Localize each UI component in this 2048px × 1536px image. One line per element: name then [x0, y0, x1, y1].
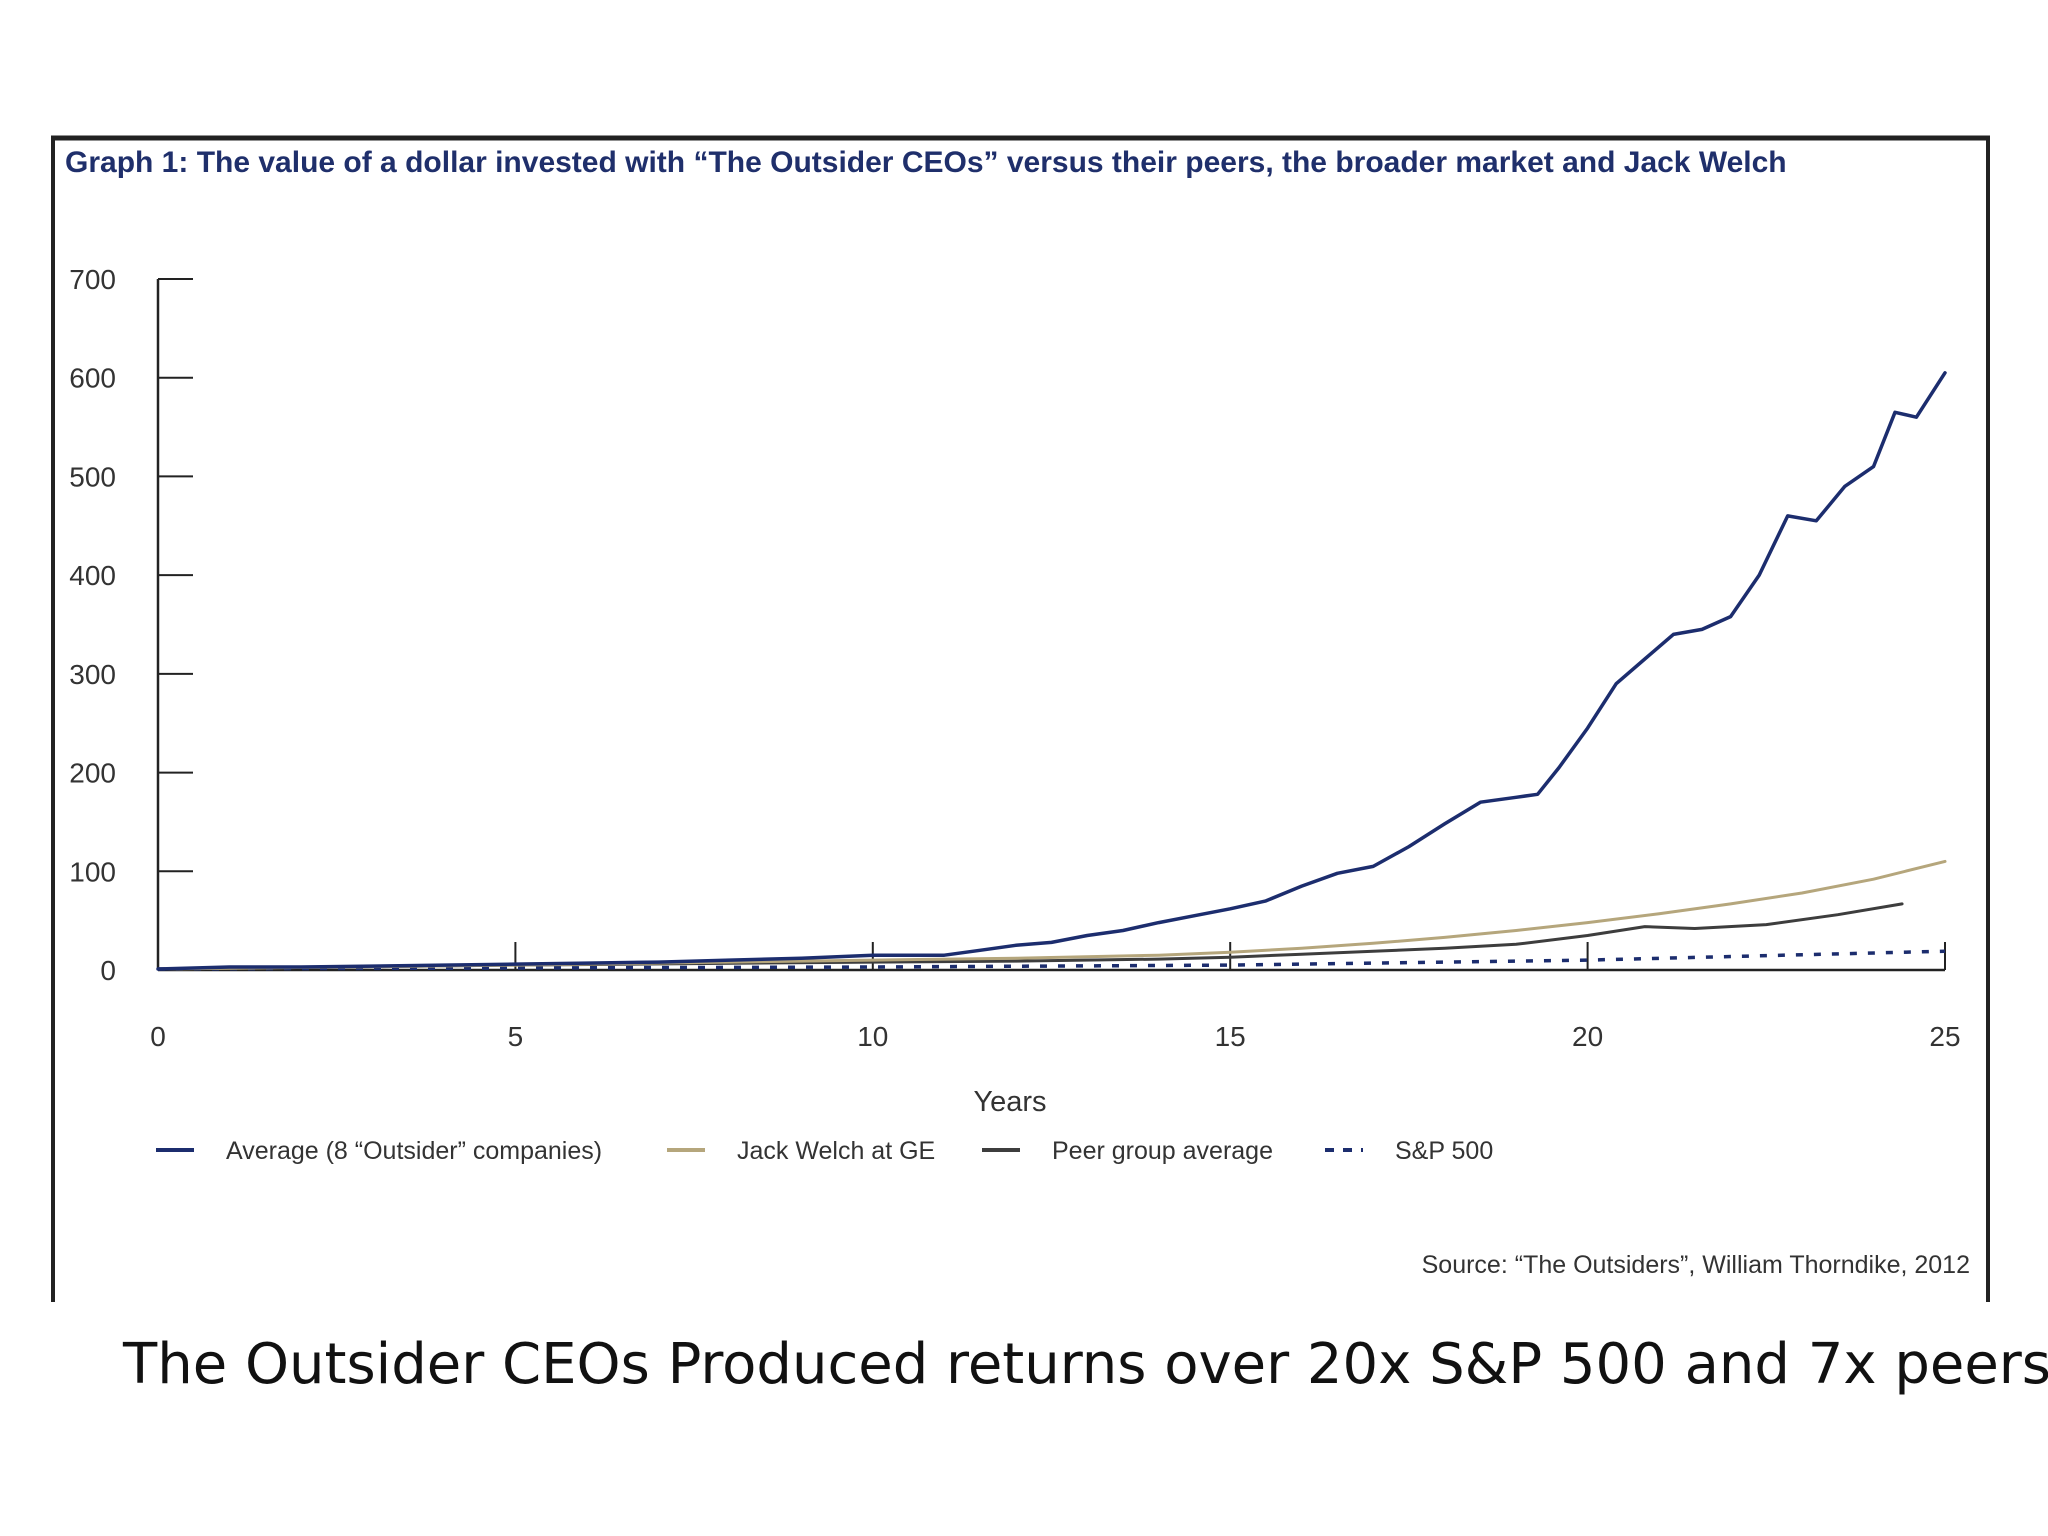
y-tick-label: 400 — [69, 560, 116, 591]
slide-caption: The Outsider CEOs Produced returns over … — [123, 1332, 2048, 1397]
series-line-2 — [156, 902, 1904, 971]
source-note: Source: “The Outsiders”, William Thorndi… — [1422, 1251, 1970, 1279]
x-axis-label: Years — [973, 1086, 1046, 1118]
chart-title: Graph 1: The value of a dollar invested … — [65, 146, 1787, 179]
y-tick-label: 0 — [100, 955, 116, 986]
chart-frame — [51, 135, 1990, 1302]
x-tick-label: 5 — [508, 1021, 524, 1052]
x-tick-label: 25 — [1929, 1021, 1960, 1052]
legend-label-0: Average (8 “Outsider” companies) — [226, 1137, 602, 1165]
x-tick-label: 0 — [150, 1021, 166, 1052]
series-group — [156, 371, 1947, 971]
series-line-1 — [156, 859, 1947, 971]
y-axis: 0 100 200 300 400 500 600 700 — [69, 264, 193, 986]
x-tick-label: 10 — [857, 1021, 888, 1052]
y-tick-label: 500 — [69, 461, 116, 492]
legend-label-1: Jack Welch at GE — [737, 1137, 935, 1165]
x-axis: 0 5 10 15 20 25 — [150, 942, 1961, 1052]
x-tick-label: 15 — [1215, 1021, 1246, 1052]
y-tick-label: 100 — [69, 856, 116, 887]
y-tick-label: 300 — [69, 659, 116, 690]
series-line-0 — [156, 371, 1947, 971]
legend-label-2: Peer group average — [1052, 1137, 1273, 1165]
legend-label-3: S&P 500 — [1395, 1137, 1493, 1165]
x-tick-label: 20 — [1572, 1021, 1603, 1052]
y-tick-label: 600 — [69, 363, 116, 394]
y-tick-label: 700 — [69, 264, 116, 295]
y-tick-label: 200 — [69, 758, 116, 789]
legend: Average (8 “Outsider” companies) Jack Wel… — [156, 1137, 1493, 1165]
